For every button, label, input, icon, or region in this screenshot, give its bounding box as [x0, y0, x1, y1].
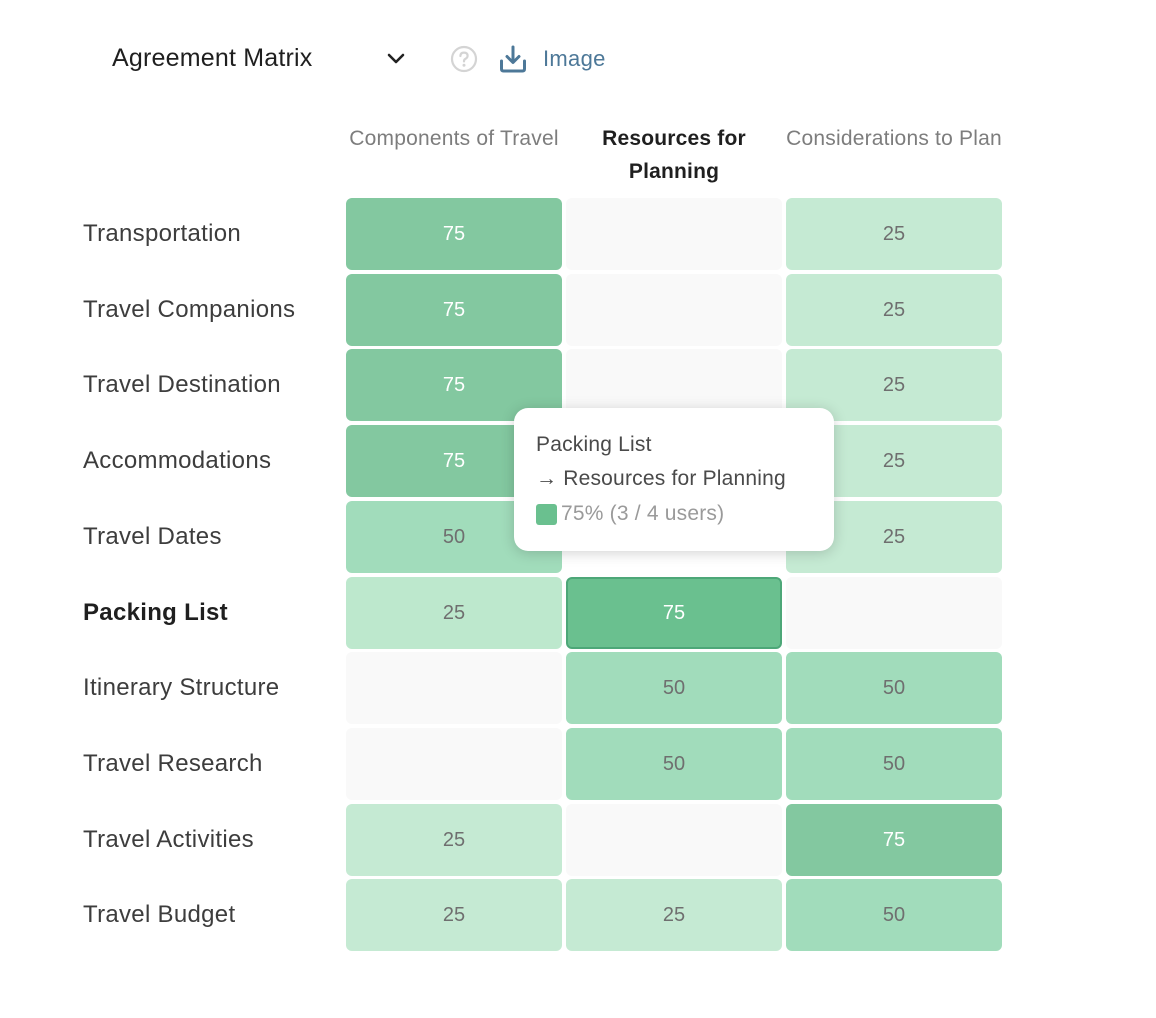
download-image-button[interactable]: Image — [498, 40, 606, 78]
cell-tooltip: Packing List → Resources for Planning 75… — [514, 408, 834, 551]
row-label: Travel Dates — [83, 523, 222, 550]
matrix-cell[interactable]: 25 — [566, 879, 782, 951]
matrix-cell[interactable]: 25 — [346, 577, 562, 649]
matrix-cell[interactable]: 75 — [566, 577, 782, 649]
matrix-cell[interactable]: 50 — [786, 879, 1002, 951]
matrix-cell[interactable]: 75 — [786, 804, 1002, 876]
tooltip-value-row: 75% (3 / 4 users) — [536, 498, 812, 530]
row-label: Travel Budget — [83, 901, 236, 928]
question-circle-icon[interactable] — [450, 45, 478, 73]
tooltip-title: Packing List — [536, 433, 652, 456]
matrix-cell[interactable]: 50 — [566, 652, 782, 724]
download-label: Image — [543, 46, 606, 71]
download-icon — [500, 45, 526, 73]
matrix-cell[interactable]: 75 — [346, 198, 562, 270]
matrix-cell[interactable]: 25 — [346, 879, 562, 951]
matrix-cell[interactable]: 75 — [346, 274, 562, 346]
row-label: Packing List — [83, 599, 228, 626]
matrix-cell[interactable]: 50 — [786, 728, 1002, 800]
column-header: Considerations to Plan — [786, 127, 1002, 150]
column-header: Components of Travel — [349, 127, 559, 150]
row-label: Travel Research — [83, 750, 263, 777]
matrix-cell[interactable] — [566, 274, 782, 346]
chevron-down-icon — [387, 53, 405, 64]
matrix-cell[interactable] — [346, 652, 562, 724]
matrix-cell[interactable]: 25 — [786, 274, 1002, 346]
row-label: Accommodations — [83, 447, 272, 474]
matrix-cell[interactable]: 25 — [346, 804, 562, 876]
row-label: Travel Destination — [83, 371, 281, 398]
row-label: Transportation — [83, 220, 242, 247]
view-select-value: Agreement Matrix — [112, 43, 313, 72]
matrix-cell[interactable] — [346, 728, 562, 800]
tooltip-target: → Resources for Planning — [536, 467, 786, 490]
tooltip-value: 75% (3 / 4 users) — [561, 502, 725, 525]
row-label: Travel Activities — [83, 826, 254, 853]
toolbar: Agreement Matrix Image — [0, 0, 1156, 118]
matrix-cell[interactable] — [566, 198, 782, 270]
matrix-cell[interactable]: 50 — [786, 652, 1002, 724]
row-label: Travel Companions — [83, 296, 296, 323]
matrix-cell[interactable]: 25 — [786, 198, 1002, 270]
view-select[interactable]: Agreement Matrix — [112, 36, 412, 80]
matrix-cell[interactable]: 50 — [566, 728, 782, 800]
matrix-cell[interactable] — [786, 577, 1002, 649]
row-label: Itinerary Structure — [83, 674, 280, 701]
tooltip-swatch — [536, 503, 557, 525]
matrix-cell[interactable] — [566, 804, 782, 876]
column-header: Resources for Planning — [602, 127, 746, 183]
